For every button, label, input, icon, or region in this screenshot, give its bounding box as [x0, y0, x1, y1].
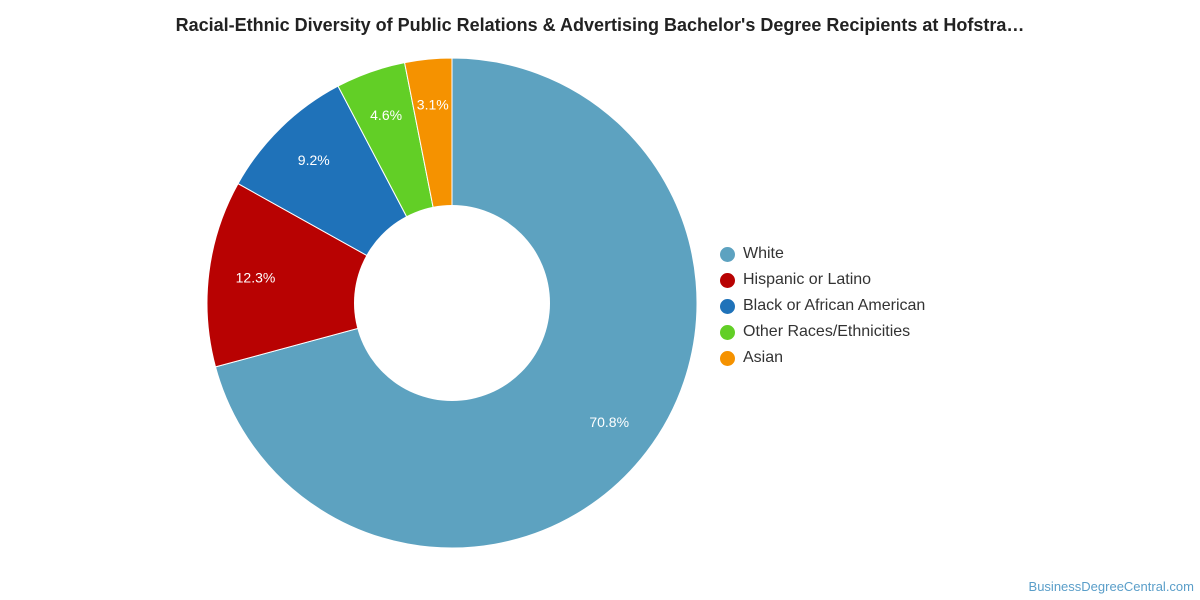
legend-item-other-races-ethnicities[interactable]: Other Races/Ethnicities — [720, 319, 925, 345]
legend-marker — [720, 350, 735, 366]
legend-marker — [720, 298, 735, 314]
slice-label-hispanic-or-latino: 12.3% — [236, 270, 276, 286]
legend-item-white[interactable]: White — [720, 241, 925, 267]
source-credit[interactable]: BusinessDegreeCentral.com — [1028, 579, 1194, 594]
legend-item-black-or-african-american[interactable]: Black or African American — [720, 293, 925, 319]
legend-marker — [720, 324, 735, 340]
slice-label-asian: 3.1% — [417, 97, 449, 113]
legend-marker — [720, 246, 735, 262]
slice-label-black-or-african-american: 9.2% — [298, 152, 330, 168]
legend-label: Hispanic or Latino — [743, 271, 872, 288]
legend: White Hispanic or Latino Black or African … — [720, 241, 925, 371]
donut-hole — [354, 205, 550, 401]
legend-label: White — [743, 245, 784, 262]
legend-label: Black or African American — [743, 297, 926, 314]
legend-marker — [720, 272, 735, 288]
slice-label-other-races-ethnicities: 4.6% — [370, 107, 402, 123]
legend-label: Other Races/Ethnicities — [743, 323, 911, 340]
chart-title: Racial-Ethnic Diversity of Public Relati… — [175, 15, 1025, 35]
slice-labels: 70.8% 12.3% 9.2% 4.6% 3.1% — [236, 97, 629, 430]
slice-label-white: 70.8% — [589, 414, 629, 430]
slice-hispanic-or-latino[interactable] — [206, 182, 454, 368]
legend-item-asian[interactable]: Asian — [720, 345, 925, 371]
legend-label: Asian — [743, 349, 784, 366]
legend-item-hispanic-or-latino[interactable]: Hispanic or Latino — [720, 267, 925, 293]
